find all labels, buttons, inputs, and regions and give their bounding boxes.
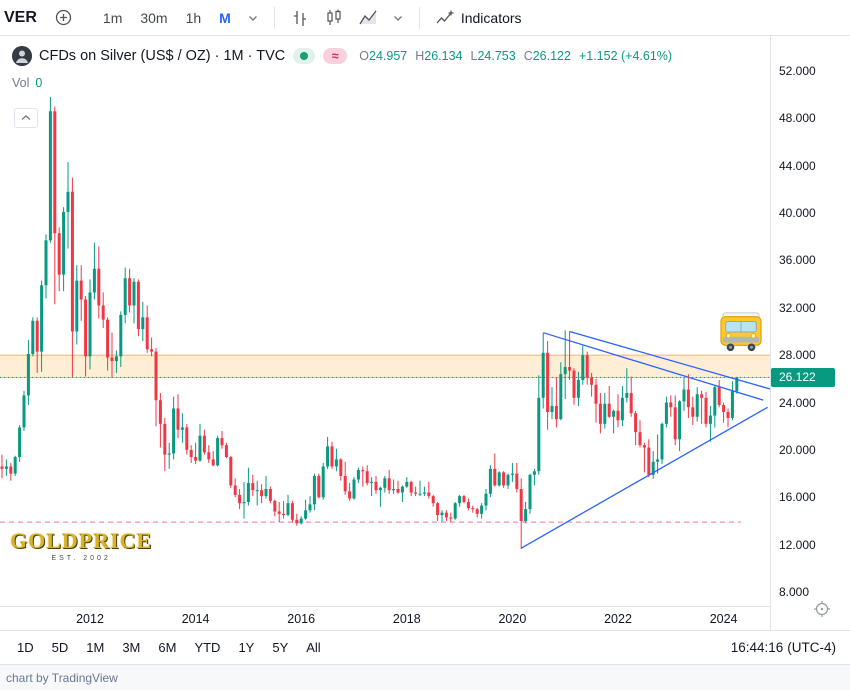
scroll-to-realtime-button[interactable] (813, 600, 831, 618)
price-tick-label: 48.000 (779, 111, 816, 126)
trendline[interactable] (569, 330, 770, 390)
high-value: 26.134 (424, 49, 463, 63)
low-value: 24.753 (477, 49, 516, 63)
range-button-3m[interactable]: 3M (122, 639, 141, 655)
interval-button-30m[interactable]: 30m (140, 9, 168, 26)
symbol-logo-icon[interactable] (12, 46, 32, 66)
market-status-badge[interactable] (293, 48, 316, 64)
price-tick-label: 32.000 (779, 300, 816, 315)
delayed-data-badge[interactable]: ≈ (323, 48, 348, 64)
chart-canvas[interactable] (0, 36, 770, 606)
change-value: +1.152 (+4.61%) (578, 49, 673, 63)
style-menu-button[interactable] (385, 4, 411, 32)
open-value: 24.957 (369, 49, 408, 63)
year-label: 2024 (709, 612, 738, 626)
range-button-all[interactable]: All (306, 639, 321, 655)
range-button-1m[interactable]: 1M (86, 639, 105, 655)
trendline[interactable] (543, 332, 764, 401)
price-tick-label: 52.000 (779, 64, 816, 78)
price-tick-label: 12.000 (779, 537, 816, 552)
goldprice-logo-subtext: EST. 2002 (51, 555, 111, 562)
year-label: 2012 (76, 612, 104, 626)
interval-button-1M[interactable]: M (219, 9, 231, 26)
chart-region: CFDs on Silver (US$ / OZ) · 1M · TVC ≈ O… (0, 36, 850, 630)
interval-button-1h[interactable]: 1h (185, 9, 202, 26)
open-label: O (359, 49, 369, 63)
target-icon (814, 601, 830, 617)
bar-style-button[interactable] (283, 4, 317, 32)
goldprice-logo: GOLDPRICE EST. 2002 (10, 528, 152, 562)
price-scale[interactable]: 26.122 52.000 48.000 44.000 40.000 36.000 32.… (770, 36, 850, 630)
time-scale[interactable]: 2012 2014 2016 2018 2020 2022 2024 (0, 606, 770, 630)
price-tick-label: 8.000 (779, 585, 810, 599)
legend-collapse-button[interactable] (14, 108, 38, 128)
attribution-bar: chart by TradingView (0, 664, 850, 690)
price-tick-label: 20.000 (779, 442, 816, 457)
price-tick-label: 36.000 (779, 253, 816, 268)
top-toolbar: VER 1m 30m 1h M (0, 0, 850, 36)
bus-icon (720, 311, 762, 351)
candles-style-icon (327, 9, 341, 25)
interval-menu-button[interactable] (240, 4, 266, 32)
symbol-ticker[interactable]: VER (4, 8, 37, 26)
clock-timezone: (UTC-4) (787, 640, 836, 655)
toolbar-divider (273, 6, 275, 29)
candles-layer (0, 97, 739, 550)
range-button-1y[interactable]: 1Y (238, 639, 255, 655)
chevron-down-icon (248, 15, 257, 21)
area-style-button[interactable] (351, 4, 385, 32)
price-tick-label: 24.000 (779, 395, 816, 410)
chevron-down-icon (393, 15, 402, 21)
clock[interactable]: 16:44:16 (UTC-4) (731, 640, 836, 655)
close-label: C (523, 49, 533, 63)
close-value: 26.122 (532, 49, 571, 63)
area-style-icon (359, 10, 377, 24)
green-dot-icon (300, 52, 309, 60)
chevron-up-icon (21, 115, 31, 121)
bottom-toolbar: 1D 5D 1M 3M 6M YTD 1Y 5Y All 16:44:16 (UT… (0, 630, 850, 664)
price-tick-label: 28.000 (779, 348, 816, 363)
range-button-5y[interactable]: 5Y (272, 639, 289, 655)
bus-sticker[interactable] (718, 311, 764, 353)
circle-plus-icon (55, 9, 72, 26)
indicators-button[interactable]: Indicators (428, 4, 529, 32)
year-label: 2018 (392, 612, 421, 626)
range-button-6m[interactable]: 6M (158, 639, 177, 655)
year-label: 2014 (181, 612, 210, 626)
attribution-link[interactable]: chart by TradingView (6, 670, 118, 685)
high-label: H (415, 49, 425, 63)
price-tick-label: 44.000 (779, 158, 816, 173)
interval-button-1m[interactable]: 1m (102, 9, 123, 26)
goldprice-logo-text: GOLDPRICE (10, 528, 153, 553)
last-price-badge: 26.122 (771, 367, 835, 387)
range-button-1d[interactable]: 1D (17, 639, 34, 655)
year-label: 2016 (287, 612, 316, 626)
clock-time: 16:44:16 (730, 640, 784, 655)
resistance-band[interactable] (0, 355, 770, 378)
chart-legend: CFDs on Silver (US$ / OZ) · 1M · TVC ≈ O… (12, 46, 672, 128)
trendline[interactable] (520, 406, 768, 549)
year-label: 2022 (604, 612, 632, 626)
year-label: 2020 (498, 612, 527, 626)
indicators-icon (436, 10, 454, 23)
price-tick-label: 16.000 (779, 490, 816, 505)
ohlc-values: O24.957 H26.134 L24.753 C26.122 +1.152 (… (359, 49, 672, 63)
indicators-label: Indicators (460, 9, 522, 26)
bars-style-icon (293, 10, 306, 26)
range-button-ytd[interactable]: YTD (194, 639, 221, 655)
volume-value: 0 (35, 76, 43, 90)
compare-add-button[interactable] (47, 4, 80, 32)
range-button-5d[interactable]: 5D (51, 639, 69, 655)
price-tick-label: 40.000 (779, 206, 816, 221)
toolbar-divider (418, 6, 420, 29)
candle-style-button[interactable] (317, 4, 351, 32)
low-label: L (470, 49, 478, 63)
chart-title[interactable]: CFDs on Silver (US$ / OZ) · 1M · TVC (39, 48, 286, 64)
volume-label: Vol (12, 76, 30, 90)
